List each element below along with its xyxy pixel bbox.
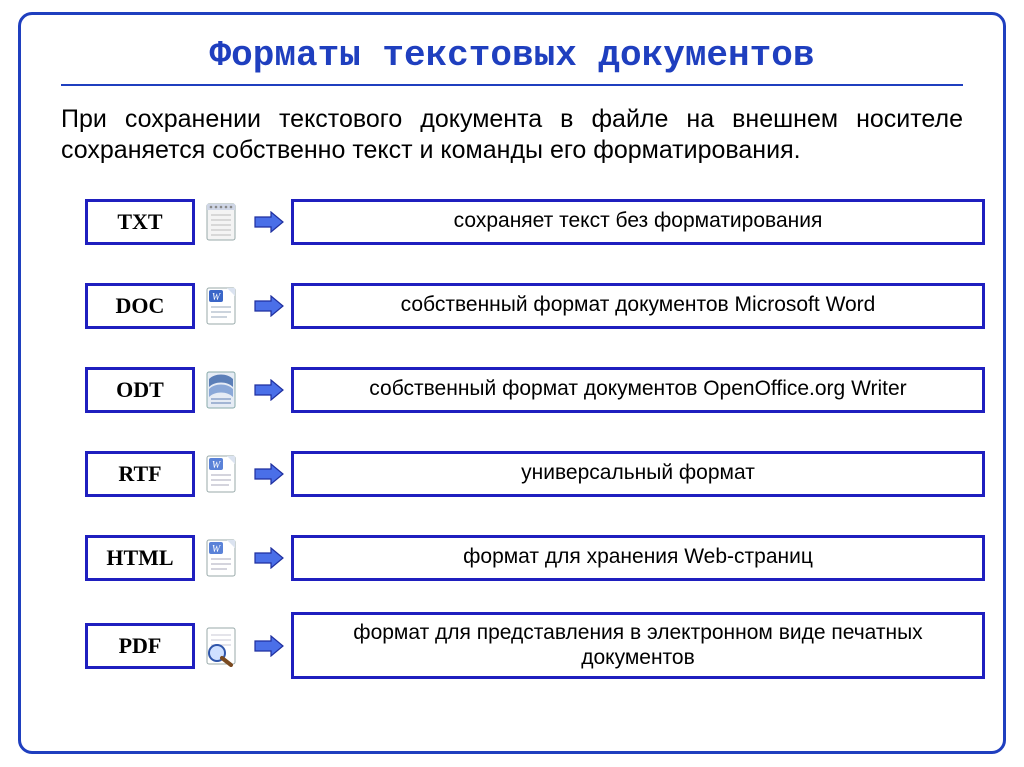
format-description: универсальный формат [291, 451, 985, 497]
format-code-box: HTML [85, 535, 195, 581]
html-file-icon [195, 537, 247, 579]
doc-file-icon [195, 285, 247, 327]
pdf-file-icon [195, 625, 247, 667]
format-description: собственный формат документов Microsoft … [291, 283, 985, 329]
format-row: ODT собственный формат документов OpenOff… [85, 359, 985, 421]
format-description: формат для хранения Web-страниц [291, 535, 985, 581]
format-row: TXT сохраняет текст без форматирования [85, 191, 985, 253]
page-title: Форматы текстовых документов [21, 35, 1003, 76]
format-code-box: RTF [85, 451, 195, 497]
arrow-icon [247, 547, 291, 569]
odt-file-icon [195, 369, 247, 411]
title-underline [61, 84, 963, 86]
format-row: DOC собственный формат документов Microso… [85, 275, 985, 337]
format-code-box: DOC [85, 283, 195, 329]
content-frame: Форматы текстовых документов При сохране… [18, 12, 1006, 754]
format-code-box: ODT [85, 367, 195, 413]
format-description: формат для представления в электронном в… [291, 612, 985, 680]
format-code-box: PDF [85, 623, 195, 669]
rtf-file-icon [195, 453, 247, 495]
arrow-icon [247, 635, 291, 657]
intro-paragraph: При сохранении текстового документа в фа… [61, 104, 963, 167]
arrow-icon [247, 379, 291, 401]
arrow-icon [247, 295, 291, 317]
arrow-icon [247, 211, 291, 233]
format-description: сохраняет текст без форматирования [291, 199, 985, 245]
format-row: PDF формат для представления в электронно… [85, 611, 985, 681]
format-row: RTF универсальный формат [85, 443, 985, 505]
format-list: TXT сохраняет текст без форматирования DOC… [85, 191, 985, 681]
arrow-icon [247, 463, 291, 485]
format-code-box: TXT [85, 199, 195, 245]
format-description: собственный формат документов OpenOffice… [291, 367, 985, 413]
txt-file-icon [195, 201, 247, 243]
format-row: HTML формат для хранения Web-страниц [85, 527, 985, 589]
